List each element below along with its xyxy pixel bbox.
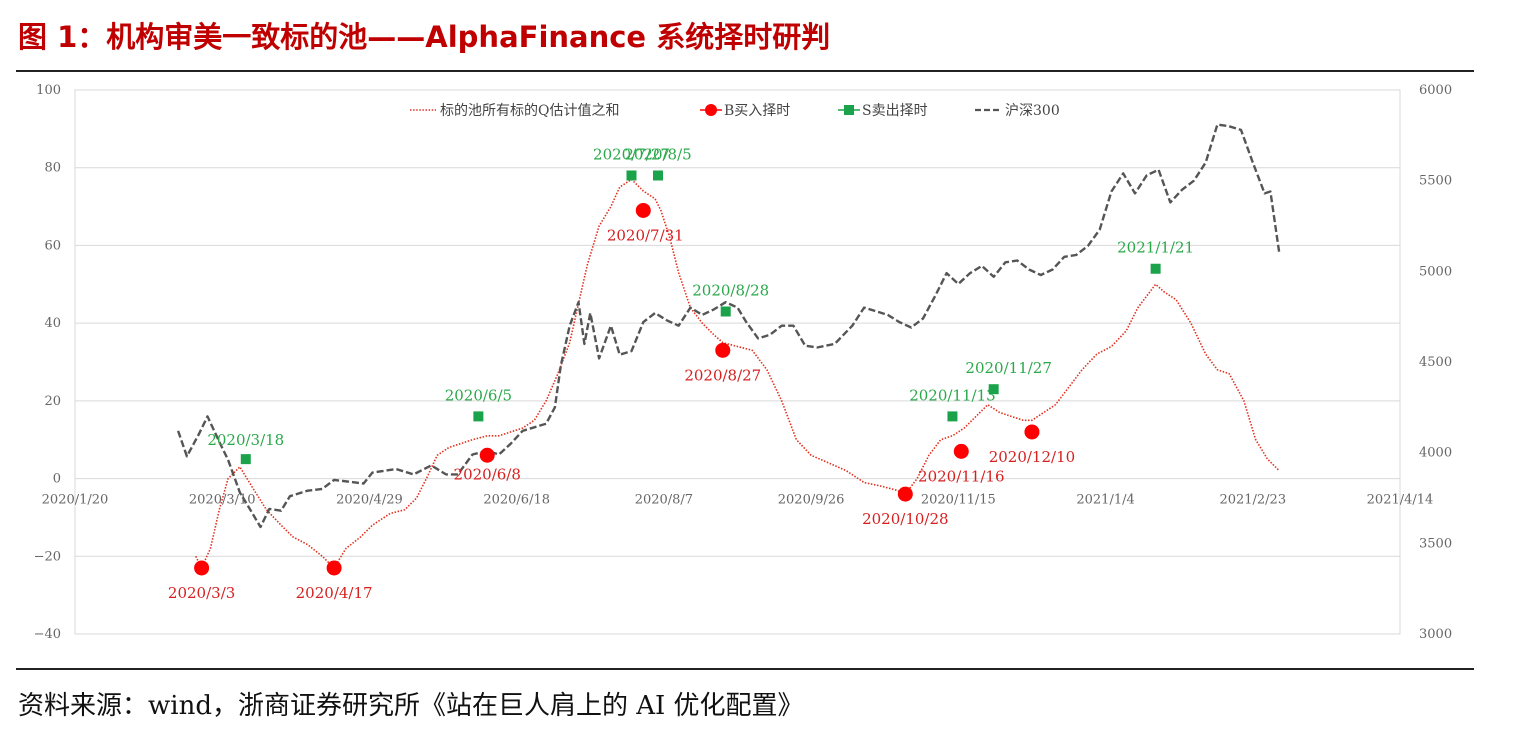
- buy-label: 2020/4/17: [296, 584, 373, 602]
- y-left-tick: −20: [34, 549, 61, 564]
- sell-marker: [473, 411, 484, 422]
- x-tick: 2020/6/18: [483, 493, 550, 508]
- sell-marker: [1150, 263, 1161, 274]
- figure-title: 图 1：机构审美一致标的池——AlphaFinance 系统择时研判: [18, 20, 831, 54]
- series-lines: [176, 123, 1281, 569]
- sell-marker: [240, 454, 251, 465]
- hs300-line: [176, 123, 1281, 529]
- x-tick: 2021/4/14: [1367, 493, 1434, 508]
- y-right-tick: 5000: [1419, 264, 1452, 279]
- buy-label: 2020/10/28: [862, 510, 948, 528]
- y-right-tick: 3500: [1419, 536, 1452, 551]
- buy-marker: [1024, 424, 1040, 440]
- plot-frame: [74, 89, 1401, 635]
- y-left-tick: −40: [34, 627, 61, 642]
- gridlines: [74, 89, 1401, 635]
- sell-label: 2020/8/28: [692, 281, 769, 299]
- buy-marker: [194, 560, 210, 576]
- bottom-rule: [16, 668, 1474, 670]
- y-right-tick-labels: 6000 5500 5000 4500 4000 3500 3000: [1419, 83, 1452, 642]
- legend-label: 沪深300: [1005, 103, 1060, 119]
- buy-label: 2020/3/3: [168, 584, 235, 602]
- y-right-tick: 4000: [1419, 446, 1452, 461]
- sell-label: 2021/1/21: [1117, 239, 1194, 257]
- y-left-tick: 0: [53, 472, 61, 487]
- legend: 标的池所有标的Q估计值之和 B买入择时 S卖出择时 沪深300: [410, 103, 1060, 119]
- sell-marker: [988, 384, 999, 395]
- buy-marker: [479, 447, 495, 463]
- buy-marker: [326, 560, 342, 576]
- y-left-tick-labels: 100 80 60 40 20 0 −20 −40: [34, 83, 61, 642]
- legend-label: B买入择时: [724, 103, 790, 119]
- buy-label: 2020/12/10: [989, 448, 1075, 466]
- buy-marker: [953, 443, 969, 459]
- buy-marker: [715, 342, 731, 358]
- y-left-tick: 60: [44, 238, 61, 253]
- x-tick: 2021/2/23: [1219, 493, 1286, 508]
- y-right-tick: 3000: [1419, 627, 1452, 642]
- sell-label: 2020/11/13: [909, 386, 995, 404]
- x-tick: 2021/1/4: [1076, 493, 1134, 508]
- buy-marker: [897, 486, 913, 502]
- y-right-tick: 4500: [1419, 355, 1452, 370]
- y-left-tick: 40: [44, 316, 61, 331]
- y-right-tick: 5500: [1419, 174, 1452, 189]
- sell-label: 2020/6/5: [445, 386, 512, 404]
- y-left-tick: 100: [36, 83, 61, 98]
- x-tick: 2020/1/20: [42, 493, 109, 508]
- sell-marker: [626, 170, 637, 181]
- source-note: 资料来源：wind，浙商证券研究所《站在巨人肩上的 AI 优化配置》: [18, 691, 804, 721]
- y-left-tick: 20: [44, 394, 61, 409]
- sell-label: 2020/7/27: [593, 145, 670, 163]
- sell-label: 2020/3/18: [207, 431, 284, 449]
- buy-label: 2020/8/27: [684, 366, 761, 384]
- buy-marker: [635, 202, 651, 218]
- x-tick: 2020/9/26: [778, 493, 845, 508]
- legend-sell-swatch: [844, 105, 854, 115]
- q-sum-line: [194, 178, 1280, 569]
- x-tick: 2020/4/29: [336, 493, 403, 508]
- legend-buy-swatch: [705, 104, 717, 116]
- legend-label: 标的池所有标的Q估计值之和: [440, 103, 619, 119]
- buy-label: 2020/11/16: [918, 467, 1004, 485]
- sell-label: 2020/11/27: [965, 359, 1051, 377]
- sell-label: 2020/8/5: [624, 145, 691, 163]
- x-tick-labels: 2020/1/20 2020/3/10 2020/4/29 2020/6/18 2020…: [42, 493, 1434, 508]
- x-tick: 2020/8/7: [635, 493, 693, 508]
- x-tick: 2020/11/15: [921, 493, 996, 508]
- sell-marker: [947, 411, 958, 422]
- top-rule: [16, 70, 1474, 72]
- sell-marker: [653, 170, 663, 181]
- buy-label: 2020/7/31: [607, 226, 684, 244]
- legend-label: S卖出择时: [862, 103, 928, 119]
- sell-marker: [720, 306, 731, 317]
- y-left-tick: 80: [44, 161, 61, 176]
- y-right-tick: 6000: [1419, 83, 1452, 98]
- buy-label: 2020/6/8: [454, 465, 521, 483]
